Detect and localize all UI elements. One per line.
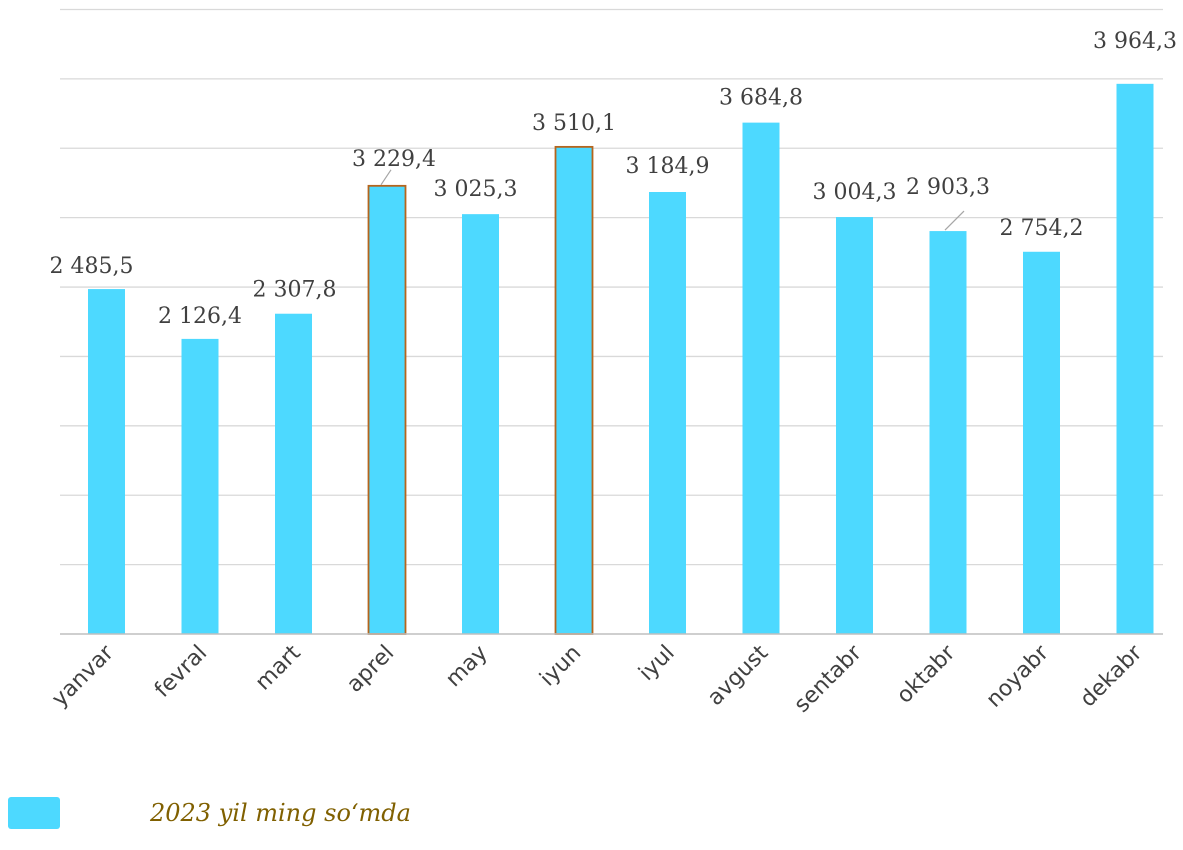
value-label-oktabr: 2 903,3 [906,175,990,200]
leader-line-oktabr [944,210,965,231]
legend: 2023 yil ming so‘mda [8,797,411,829]
bar-dekabr [1116,83,1154,634]
value-label-dekabr: 3 964,3 [1093,29,1177,54]
category-label-yanvar: yanvar [47,640,119,712]
bars [88,83,1154,635]
gridlines [60,8,1163,566]
category-label-oktabr: oktabr [892,640,961,709]
category-label-may: may [441,641,493,693]
category-label-avgust: avgust [703,640,774,711]
category-labels: yanvar fevral mart aprel may iyun iyul avgust se… [47,640,1148,718]
leader-lines [380,169,965,231]
category-label-iyun: iyun [535,641,586,692]
category-label-mart: mart [251,640,306,695]
category-label-noyabr: noyabr [982,640,1055,713]
value-label-noyabr: 2 754,2 [1000,216,1084,241]
value-label-may: 3 025,3 [434,177,518,202]
leader-line-aprel [380,169,392,186]
category-label-iyul: iyul [634,641,679,686]
bar-oktabr [929,231,967,635]
bar-mart [275,313,312,634]
value-label-fevral: 2 126,4 [158,304,242,329]
bar-fevral [181,338,219,634]
category-label-fevral: fevral [150,641,212,703]
value-label-aprel: 3 229,4 [352,147,436,172]
bar-noyabr [1023,251,1060,634]
bar-yanvar [88,289,125,634]
legend-swatch [8,797,60,829]
legend-label: 2023 yil ming so‘mda [150,799,411,827]
category-label-dekabr: dekabr [1076,640,1148,712]
category-label-aprel: aprel [342,641,399,698]
value-label-avgust: 3 684,8 [719,86,803,111]
bar-sentabr [836,217,873,635]
value-label-sentabr: 3 004,3 [813,180,897,205]
bar-iyul [649,191,686,634]
value-label-yanvar: 2 485,5 [50,254,134,279]
value-label-iyul: 3 184,9 [626,154,710,179]
bar-chart: 2 485,5 2 126,4 2 307,8 3 229,4 3 025,3 3 510… [47,8,1177,718]
bar-iyun [554,145,594,635]
bar-may [462,214,499,634]
value-label-iyun: 3 510,1 [532,111,616,136]
category-label-sentabr: sentabr [790,640,868,718]
bar-aprel [367,184,407,635]
value-labels: 2 485,5 2 126,4 2 307,8 3 229,4 3 025,3 3 510… [50,29,1177,329]
value-label-mart: 2 307,8 [253,278,337,303]
bar-avgust [742,122,780,634]
